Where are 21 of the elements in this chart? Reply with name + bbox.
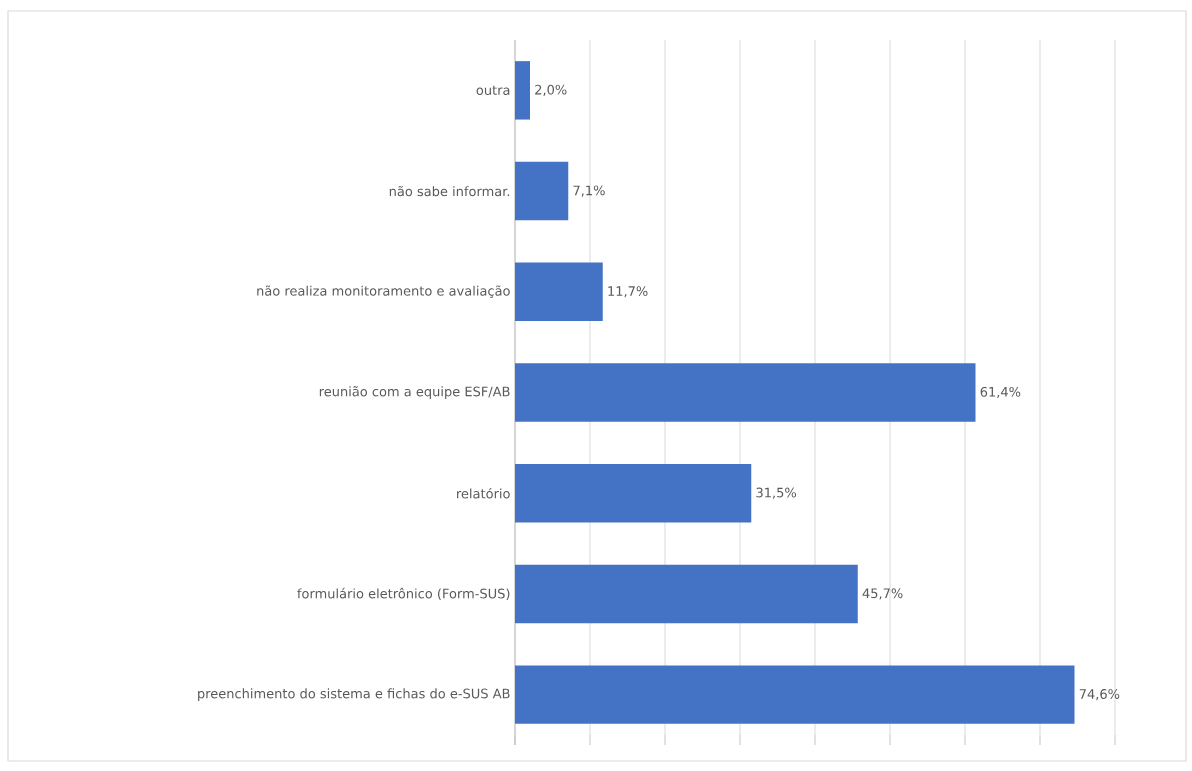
data-label: 74,6% bbox=[1079, 689, 1120, 701]
bar bbox=[515, 61, 531, 120]
bar bbox=[515, 665, 1075, 724]
data-label: 11,7% bbox=[608, 286, 648, 298]
y-tick-label: relatório bbox=[457, 487, 510, 499]
y-tick-label: reunião com a equipe ESF/AB bbox=[319, 386, 510, 399]
bar bbox=[515, 464, 752, 523]
data-label: 7,1% bbox=[573, 185, 605, 197]
bar bbox=[515, 161, 569, 221]
bar bbox=[515, 262, 603, 321]
y-tick-label: preenchimento do sistema e fichas do e-SUS AB bbox=[198, 688, 510, 701]
data-label: 61,4% bbox=[980, 386, 1021, 399]
y-tick-label: não sabe informar. bbox=[389, 185, 510, 197]
y-tick-label: outra bbox=[476, 85, 510, 96]
bar bbox=[515, 363, 976, 422]
data-label: 31,5% bbox=[756, 487, 797, 499]
y-tick-label: formulário eletrônico (Form-SUS) bbox=[297, 587, 510, 600]
bar bbox=[515, 564, 858, 624]
y-tick-label: não realiza monitoramento e avaliação bbox=[257, 285, 510, 299]
data-label: 45,7% bbox=[862, 588, 903, 600]
data-label: 2,0% bbox=[535, 84, 567, 96]
